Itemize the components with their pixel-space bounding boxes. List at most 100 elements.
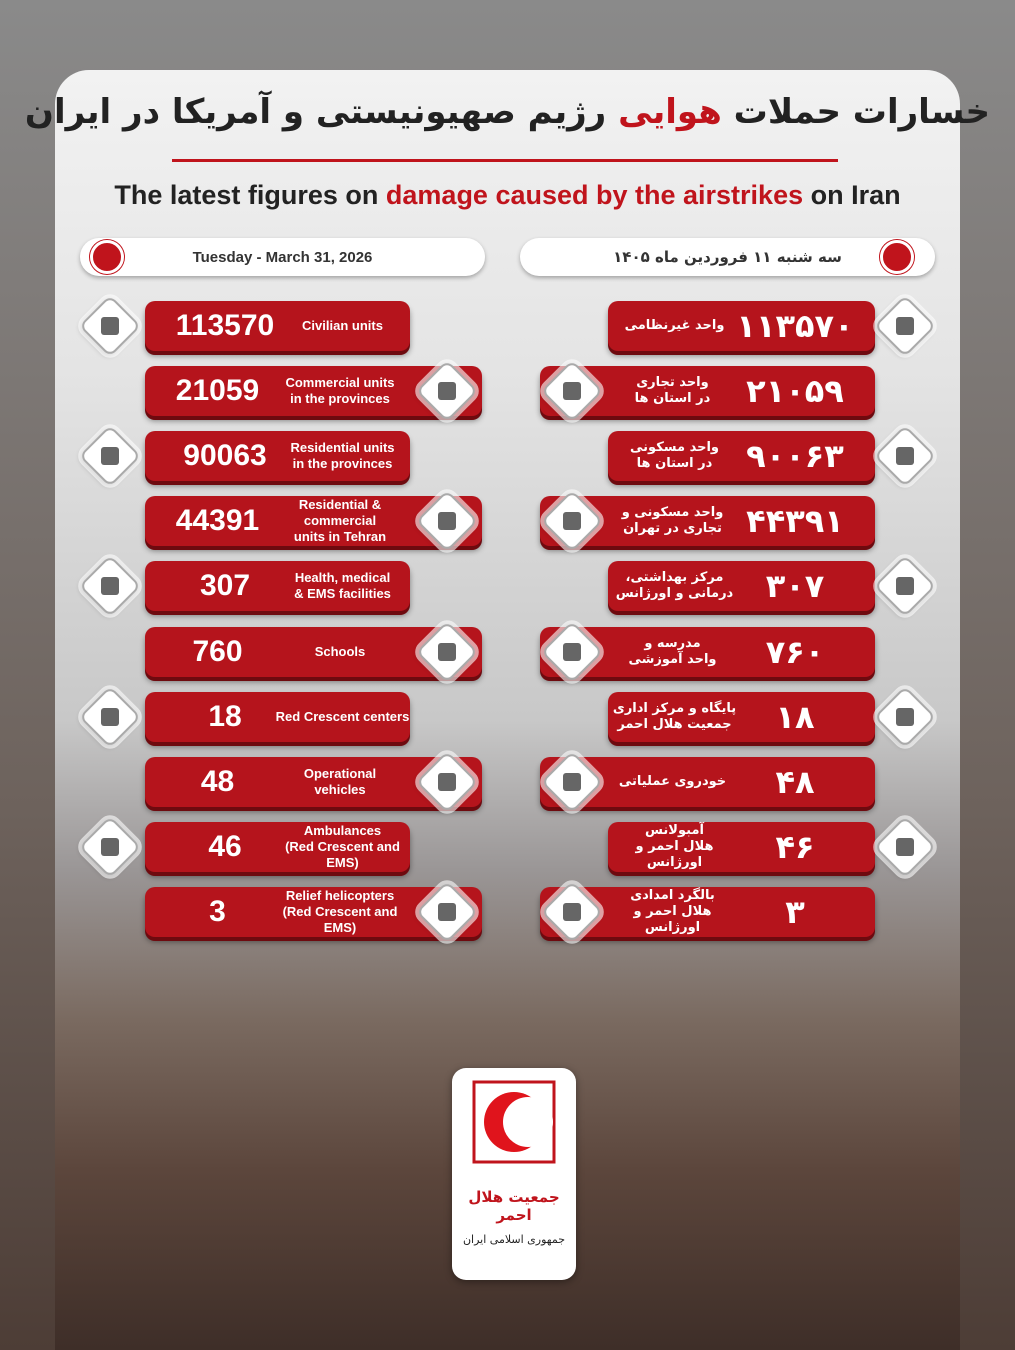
icon xyxy=(563,642,581,661)
title-highlight: damage caused by the airstrikes xyxy=(385,180,804,210)
title-part: The latest figures on xyxy=(114,180,379,210)
label-line: بالگرد امدادی xyxy=(630,887,715,903)
date-fa: سه شنبه ۱۱ فروردین ماه ۱۴۰۵ xyxy=(613,248,842,266)
label: واحد مسکونی و تجاری در تهران xyxy=(605,496,740,546)
label-line: Schools xyxy=(314,643,366,659)
calendar-icon xyxy=(880,240,914,274)
label: خودروی عملیاتی xyxy=(605,757,740,807)
bar xyxy=(145,561,410,612)
icon xyxy=(563,902,581,921)
value: ۱۱۳۵۷۰ xyxy=(736,307,854,345)
label-line: هلال احمر و اورژانس xyxy=(635,838,714,870)
logo: جمعیت هلال احمر جمهوری اسلامی ایران xyxy=(452,1068,576,1280)
title-part: on Iran xyxy=(810,180,901,210)
bar xyxy=(145,301,410,351)
label: Ambulances (Red Crescent and EMS) xyxy=(275,822,410,872)
label: Schools xyxy=(270,627,410,677)
calendar-icon xyxy=(90,240,124,274)
label-line: واحد تجاری xyxy=(636,375,709,391)
label: آمبولانس هلال احمر و اورژانس xyxy=(612,822,737,872)
label-line: commercial xyxy=(303,513,377,529)
label: Civilian units xyxy=(275,301,410,351)
label: Operational vehicles xyxy=(270,757,410,807)
icon xyxy=(101,447,119,466)
label-line: Red Crescent centers xyxy=(275,708,410,724)
label-line: units in Tehran xyxy=(293,529,387,545)
divider xyxy=(172,159,838,162)
label: واحد مسکونی در استان ها xyxy=(612,431,737,481)
label-line: واحد غیرنظامی xyxy=(624,318,725,333)
icon xyxy=(896,837,914,856)
label-line: پایگاه و مرکز اداری xyxy=(612,700,737,716)
value: 113570 xyxy=(175,309,275,342)
icon xyxy=(896,317,914,335)
label-line: درمانی و اورژانس xyxy=(615,586,734,602)
label-line: Health, medical xyxy=(294,570,391,586)
logo-country: جمهوری اسلامی ایران xyxy=(462,1233,566,1246)
bar xyxy=(145,821,410,872)
label-line: خودروی عملیاتی xyxy=(618,773,727,789)
label: Red Crescent centers xyxy=(275,692,410,742)
label: مدرسه و واحد آموزشی xyxy=(605,627,740,677)
value: ۴۸ xyxy=(775,762,815,801)
label: بالگرد امدادی هلال احمر و اورژانس xyxy=(605,887,740,937)
label: Health, medical & EMS facilities xyxy=(275,561,410,611)
label-line: vehicles xyxy=(314,781,366,797)
icon xyxy=(101,577,119,596)
label-line: واحد مسکونی xyxy=(630,440,719,456)
icon xyxy=(896,707,914,726)
title-en: The latest figures on damage caused by t… xyxy=(0,180,1015,211)
bar xyxy=(145,431,410,482)
bar xyxy=(145,691,410,742)
date-pill: سه شنبه ۱۱ فروردین ماه ۱۴۰۵ xyxy=(520,238,935,276)
icon xyxy=(438,512,456,531)
label-line: (Red Crescent and EMS) xyxy=(285,838,400,870)
icon xyxy=(438,382,456,401)
label: مرکز بهداشتی، درمانی و اورژانس xyxy=(612,561,737,611)
value: ۳۰۷ xyxy=(765,567,825,606)
value: 307 xyxy=(199,569,251,603)
value: 21059 xyxy=(175,374,260,408)
logo-mark xyxy=(472,1080,556,1164)
icon xyxy=(101,707,119,726)
label-line: Relief helicopters xyxy=(285,887,395,903)
label-line: in the provinces xyxy=(292,456,393,472)
label-line: (Red Crescent and EMS) xyxy=(282,903,398,935)
label-line: مدرسه و xyxy=(644,635,701,651)
logo-name: جمعیت هلال احمر xyxy=(468,1188,560,1224)
label-line: Commercial units xyxy=(285,375,395,391)
value: ۴۴۳۹۱ xyxy=(746,502,844,541)
label-line: Operational xyxy=(303,765,377,781)
label-line: جمعیت هلال احمر xyxy=(617,716,732,732)
label-line: هلال احمر و اورژانس xyxy=(633,903,712,935)
label-line: مرکز بهداشتی، xyxy=(625,570,724,586)
bar xyxy=(608,561,875,612)
label-line: Residential & xyxy=(298,497,382,513)
icon xyxy=(563,772,581,791)
label: Relief helicopters (Red Crescent and EMS) xyxy=(270,887,410,937)
value: 48 xyxy=(200,764,235,798)
icon xyxy=(896,577,914,596)
label: Residential & commercial units in Tehran xyxy=(270,496,410,546)
title-highlight: هوایی xyxy=(618,92,722,132)
icon xyxy=(563,382,581,401)
bar xyxy=(608,821,875,872)
bar xyxy=(608,301,875,351)
icon xyxy=(101,317,119,335)
value: 760 xyxy=(192,634,243,668)
value: ۳ xyxy=(785,892,805,931)
value: 18 xyxy=(208,699,242,733)
label-line: Residential units xyxy=(290,440,395,456)
label-line: in the provinces xyxy=(290,391,390,407)
value: ۲۱۰۵۹ xyxy=(746,372,844,411)
label-line: آمبولانس xyxy=(645,822,704,838)
title-fa: خسارات حملات هوایی رژیم صهیونیستی و آمری… xyxy=(0,92,1015,132)
value: 44391 xyxy=(175,504,260,538)
label-line: & EMS facilities xyxy=(294,586,391,602)
label-line: واحد مسکونی و xyxy=(621,505,724,521)
bar xyxy=(608,691,875,742)
date-pill: Tuesday - March 31, 2026 xyxy=(80,238,485,276)
label: پایگاه و مرکز اداری جمعیت هلال احمر xyxy=(612,692,737,742)
value: 90063 xyxy=(183,439,267,473)
label: واحد تجاری در استان ها xyxy=(605,366,740,416)
